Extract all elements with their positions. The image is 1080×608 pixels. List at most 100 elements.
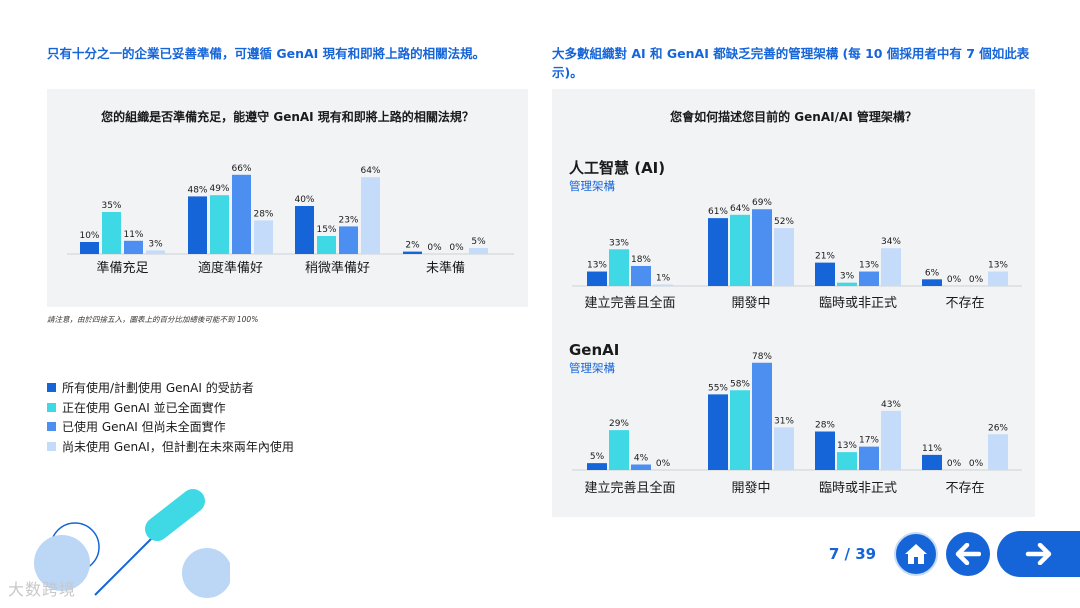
bar-value-label: 33% [609, 238, 629, 248]
bar-value-label: 13% [988, 261, 1008, 271]
bar-value-label: 58% [730, 379, 750, 389]
legend-item: 正在使用 GenAI 並已全面實作 [47, 398, 294, 418]
legend: 所有使用/計劃使用 GenAI 的受訪者 正在使用 GenAI 並已全面實作 已… [47, 378, 294, 456]
legend-swatch [47, 422, 56, 432]
page-number: 7 / 39 [828, 545, 877, 563]
bar [80, 242, 99, 254]
bar-value-label: 3% [840, 272, 855, 282]
bar [254, 220, 273, 254]
bar [774, 228, 794, 286]
category-label: 臨時或非正式 [819, 296, 897, 311]
bar-value-label: 21% [815, 252, 835, 262]
bar-value-label: 15% [316, 225, 336, 235]
deco-line [94, 534, 156, 596]
bar [295, 206, 314, 254]
bar-value-label: 34% [881, 237, 901, 247]
legend-item: 尚未使用 GenAI，但計劃在未來兩年內使用 [47, 437, 294, 457]
bar [124, 240, 143, 254]
bar [881, 410, 901, 470]
right-heading: 大多數組織對 AI 和 GenAI 都缺乏完善的管理架構 (每 10 個採用者中… [552, 46, 1030, 80]
bar-value-label: 5% [590, 452, 605, 462]
bar [988, 271, 1008, 286]
bar [587, 271, 607, 286]
category-label: 準備充足 [96, 260, 148, 276]
bar-value-label: 5% [471, 237, 486, 247]
deco-circle-light [34, 535, 90, 591]
bar [730, 214, 750, 286]
home-icon [905, 544, 927, 564]
compliance-chart-panel: 您的組織是否準備充足，能遵守 GenAI 現有和即將上路的相關法規？ [47, 89, 528, 307]
category-label: 稍微準備好 [305, 260, 370, 276]
bar-value-label: 28% [815, 421, 835, 431]
bar-value-label: 17% [859, 436, 879, 446]
next-page-button[interactable] [997, 531, 1080, 577]
bar [188, 196, 207, 254]
category-label: 不存在 [945, 481, 984, 496]
legend-swatch [47, 441, 56, 451]
bar [317, 236, 336, 254]
bar-value-label: 64% [730, 204, 750, 214]
bar [469, 248, 488, 254]
category-label: 建立完善且全面 [584, 480, 675, 496]
bar-value-label: 0% [656, 459, 671, 469]
bar-value-label: 61% [708, 207, 728, 217]
deco-circle-right [182, 548, 230, 598]
bar-value-label: 66% [231, 164, 251, 174]
bar-value-label: 0% [449, 243, 464, 253]
bar [859, 446, 879, 470]
bar-value-label: 0% [969, 275, 984, 285]
bar-value-label: 13% [859, 261, 879, 271]
bar [361, 177, 380, 254]
bar [631, 464, 651, 470]
rounding-note: 請注意，由於四捨五入，圖表上的百分比加總後可能不到 100% [47, 315, 259, 324]
bar-value-label: 69% [752, 198, 772, 208]
genai-group-title: GenAI [569, 341, 620, 359]
previous-page-button[interactable] [946, 532, 990, 576]
bar-value-label: 0% [969, 459, 984, 469]
genai-governance-bar-chart: 5% 29% 4% 0% 建立完善且全面 55% 58% 78% 31% 開發中 28%13%17%… [572, 352, 1022, 496]
arrow-left-icon [955, 543, 981, 565]
bar-value-label: 13% [587, 261, 607, 271]
bar-value-label: 0% [427, 243, 442, 253]
bar [708, 218, 728, 286]
ai-group-title: 人工智慧 (AI) [569, 159, 666, 177]
category-label: 開發中 [731, 296, 770, 311]
bar [210, 195, 229, 254]
legend-label: 正在使用 GenAI 並已全面實作 [62, 400, 226, 415]
arrow-right-icon [1025, 543, 1051, 565]
bar [881, 248, 901, 286]
bar-value-label: 29% [609, 419, 629, 429]
bar-value-label: 0% [947, 459, 962, 469]
bar-value-label: 11% [123, 230, 143, 240]
genai-group-subtitle: 管理架構 [569, 361, 615, 375]
bar [774, 427, 794, 470]
bar [752, 209, 772, 286]
left-heading: 只有十分之一的企業已妥善準備，可遵循 GenAI 現有和即將上路的相關法規。 [47, 46, 486, 61]
bar-value-label: 31% [774, 416, 794, 426]
bar [837, 452, 857, 470]
bar [859, 271, 879, 286]
legend-label: 已使用 GenAI 但尚未全面實作 [62, 420, 226, 435]
legend-label: 尚未使用 GenAI，但計劃在未來兩年內使用 [62, 439, 294, 454]
category-label: 未準備 [426, 260, 465, 276]
deco-pill [145, 489, 205, 541]
bar [708, 394, 728, 470]
bar-value-label: 23% [338, 215, 358, 225]
category-label: 建立完善且全面 [584, 295, 675, 311]
bar-value-label: 40% [294, 195, 314, 205]
bar-value-label: 4% [634, 454, 649, 464]
bar [922, 454, 942, 470]
bar [587, 463, 607, 470]
bar [102, 212, 121, 254]
bar [146, 250, 165, 254]
legend-item: 所有使用/計劃使用 GenAI 的受訪者 [47, 378, 294, 398]
bar-value-label: 13% [837, 441, 857, 451]
category-label: 適度準備好 [198, 260, 263, 276]
bar [403, 251, 422, 254]
governance-chart-title: 您會如何描述您目前的 GenAI/AI 管理架構？ [670, 110, 917, 124]
bar-value-label: 48% [187, 185, 207, 195]
bar [837, 282, 857, 286]
bar [752, 362, 772, 470]
decorative-shapes [34, 489, 230, 598]
home-button[interactable] [894, 532, 938, 576]
